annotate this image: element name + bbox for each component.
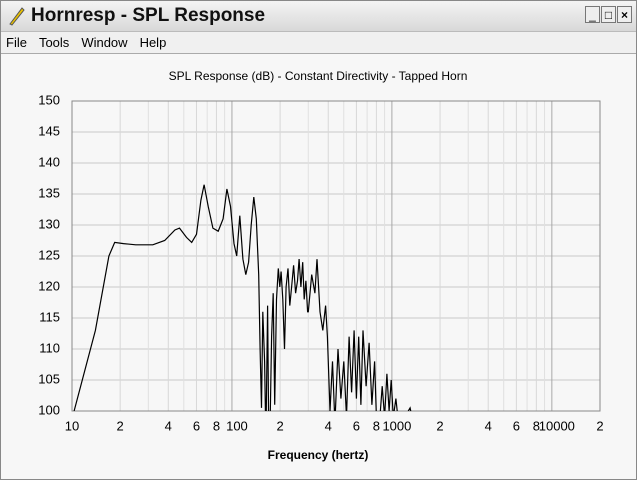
menu-item[interactable]: Tools <box>38 35 70 50</box>
x-tick-label: 2 <box>596 418 603 433</box>
x-tick-label: 10 <box>65 418 79 433</box>
y-tick-label: 140 <box>38 154 60 169</box>
x-tick-label: 1000 <box>382 418 411 433</box>
x-tick-label: 2 <box>117 418 124 433</box>
x-axis-label: Frequency (hertz) <box>268 448 369 462</box>
app-icon <box>9 7 25 26</box>
x-tick-label: 8 <box>533 418 540 433</box>
menu-bar: File Tools Window Help <box>1 32 636 54</box>
x-tick-label: 2 <box>276 418 283 433</box>
menu-item[interactable]: Window <box>81 35 128 50</box>
chart: SPL Response (dB) - Constant Directivity… <box>38 69 603 462</box>
y-tick-label: 110 <box>39 340 60 355</box>
chart-title: SPL Response (dB) - Constant Directivity… <box>169 69 468 83</box>
close-button[interactable]: × <box>617 6 632 23</box>
menu-item[interactable]: Help <box>139 35 167 50</box>
y-tick-label: 100 <box>38 402 60 417</box>
y-tick-label: 135 <box>38 185 60 200</box>
x-tick-label: 6 <box>353 418 360 433</box>
maximize-button[interactable]: □ <box>601 6 616 23</box>
y-tick-label: 125 <box>38 247 60 262</box>
window-title: Hornresp - SPL Response <box>31 5 266 26</box>
x-tick-label: 2 <box>436 418 443 433</box>
x-tick-label: 100 <box>226 418 248 433</box>
y-tick-label: 145 <box>38 123 60 138</box>
x-tick-label: 8 <box>213 418 220 433</box>
x-tick-label: 6 <box>513 418 520 433</box>
menu-item[interactable]: File <box>6 35 27 50</box>
title-bar: Hornresp - SPL Response _ □ × <box>1 1 636 32</box>
y-tick-label: 120 <box>38 278 60 293</box>
y-tick-label: 130 <box>38 216 60 231</box>
minimize-button[interactable]: _ <box>585 6 600 23</box>
y-tick-label: 105 <box>38 371 60 386</box>
x-tick-label: 8 <box>373 418 380 433</box>
x-tick-label: 4 <box>485 418 492 433</box>
y-tick-label: 115 <box>39 309 60 324</box>
x-tick-label: 10000 <box>539 418 575 433</box>
x-tick-label: 4 <box>325 418 332 433</box>
spl-curve <box>73 184 412 411</box>
y-tick-label: 150 <box>38 92 60 107</box>
x-tick-label: 6 <box>193 418 200 433</box>
x-tick-label: 4 <box>165 418 172 433</box>
